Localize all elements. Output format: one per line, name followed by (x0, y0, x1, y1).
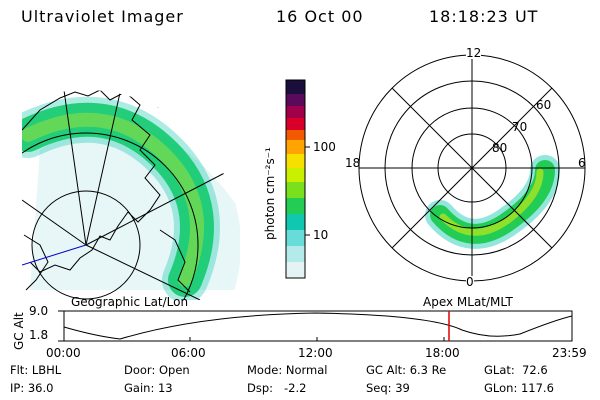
glat-info: GLat: 72.6 (484, 363, 548, 377)
mlt-label-0: 0 (466, 275, 474, 289)
door-info: Door: Open (124, 363, 190, 377)
geographic-panel-label: Geographic Lat/Lon (71, 295, 189, 309)
time-tick-1800: 18:00 (425, 346, 460, 360)
mlat-label-60: 60 (536, 98, 552, 112)
time-tick-1200: 12:00 (298, 346, 333, 360)
mlt-label-6: 6 (578, 156, 586, 170)
colorbar-tick-100: 100 (313, 140, 336, 154)
seq-info: Seq: 39 (366, 381, 410, 395)
time-tick-2359: 23:59 (552, 346, 587, 360)
gc-alt-info: GC Alt: 6.3 Re (366, 363, 447, 377)
polar-plot (358, 54, 586, 282)
time-tick-0000: 00:00 (46, 346, 81, 360)
glon-info: GLon: 117.6 (484, 381, 554, 395)
mlat-label-80: 80 (492, 141, 508, 155)
geographic-image (22, 90, 241, 300)
flt-info: Flt: LBHL (10, 363, 62, 377)
dsp-info: Dsp: -2.2 (247, 381, 307, 395)
altitude-plot (58, 310, 573, 342)
instrument-title: Ultraviolet Imager (21, 7, 184, 26)
colorbar-unit-label: photon cm⁻²s⁻¹ (263, 147, 277, 240)
mode-info: Mode: Normal (247, 363, 328, 377)
time-tick-0600: 06:00 (171, 346, 206, 360)
mlt-label-18: 18 (345, 156, 361, 170)
gc-alt-axis-label: GC Alt (12, 312, 26, 350)
mlat-label-70: 70 (512, 120, 528, 134)
gain-info: Gain: 13 (124, 381, 173, 395)
alt-tick-1-8: 1.8 (29, 328, 49, 342)
alt-tick-9: 9.0 (29, 304, 49, 318)
color-bar (285, 79, 310, 279)
ip-info: IP: 36.0 (10, 381, 54, 395)
time-label: 18:18:23 UT (429, 7, 539, 26)
date-label: 16 Oct 00 (276, 7, 364, 26)
mlt-label-12: 12 (466, 46, 482, 60)
apex-panel-label: Apex MLat/MLT (423, 295, 513, 309)
colorbar-tick-10: 10 (313, 228, 329, 242)
